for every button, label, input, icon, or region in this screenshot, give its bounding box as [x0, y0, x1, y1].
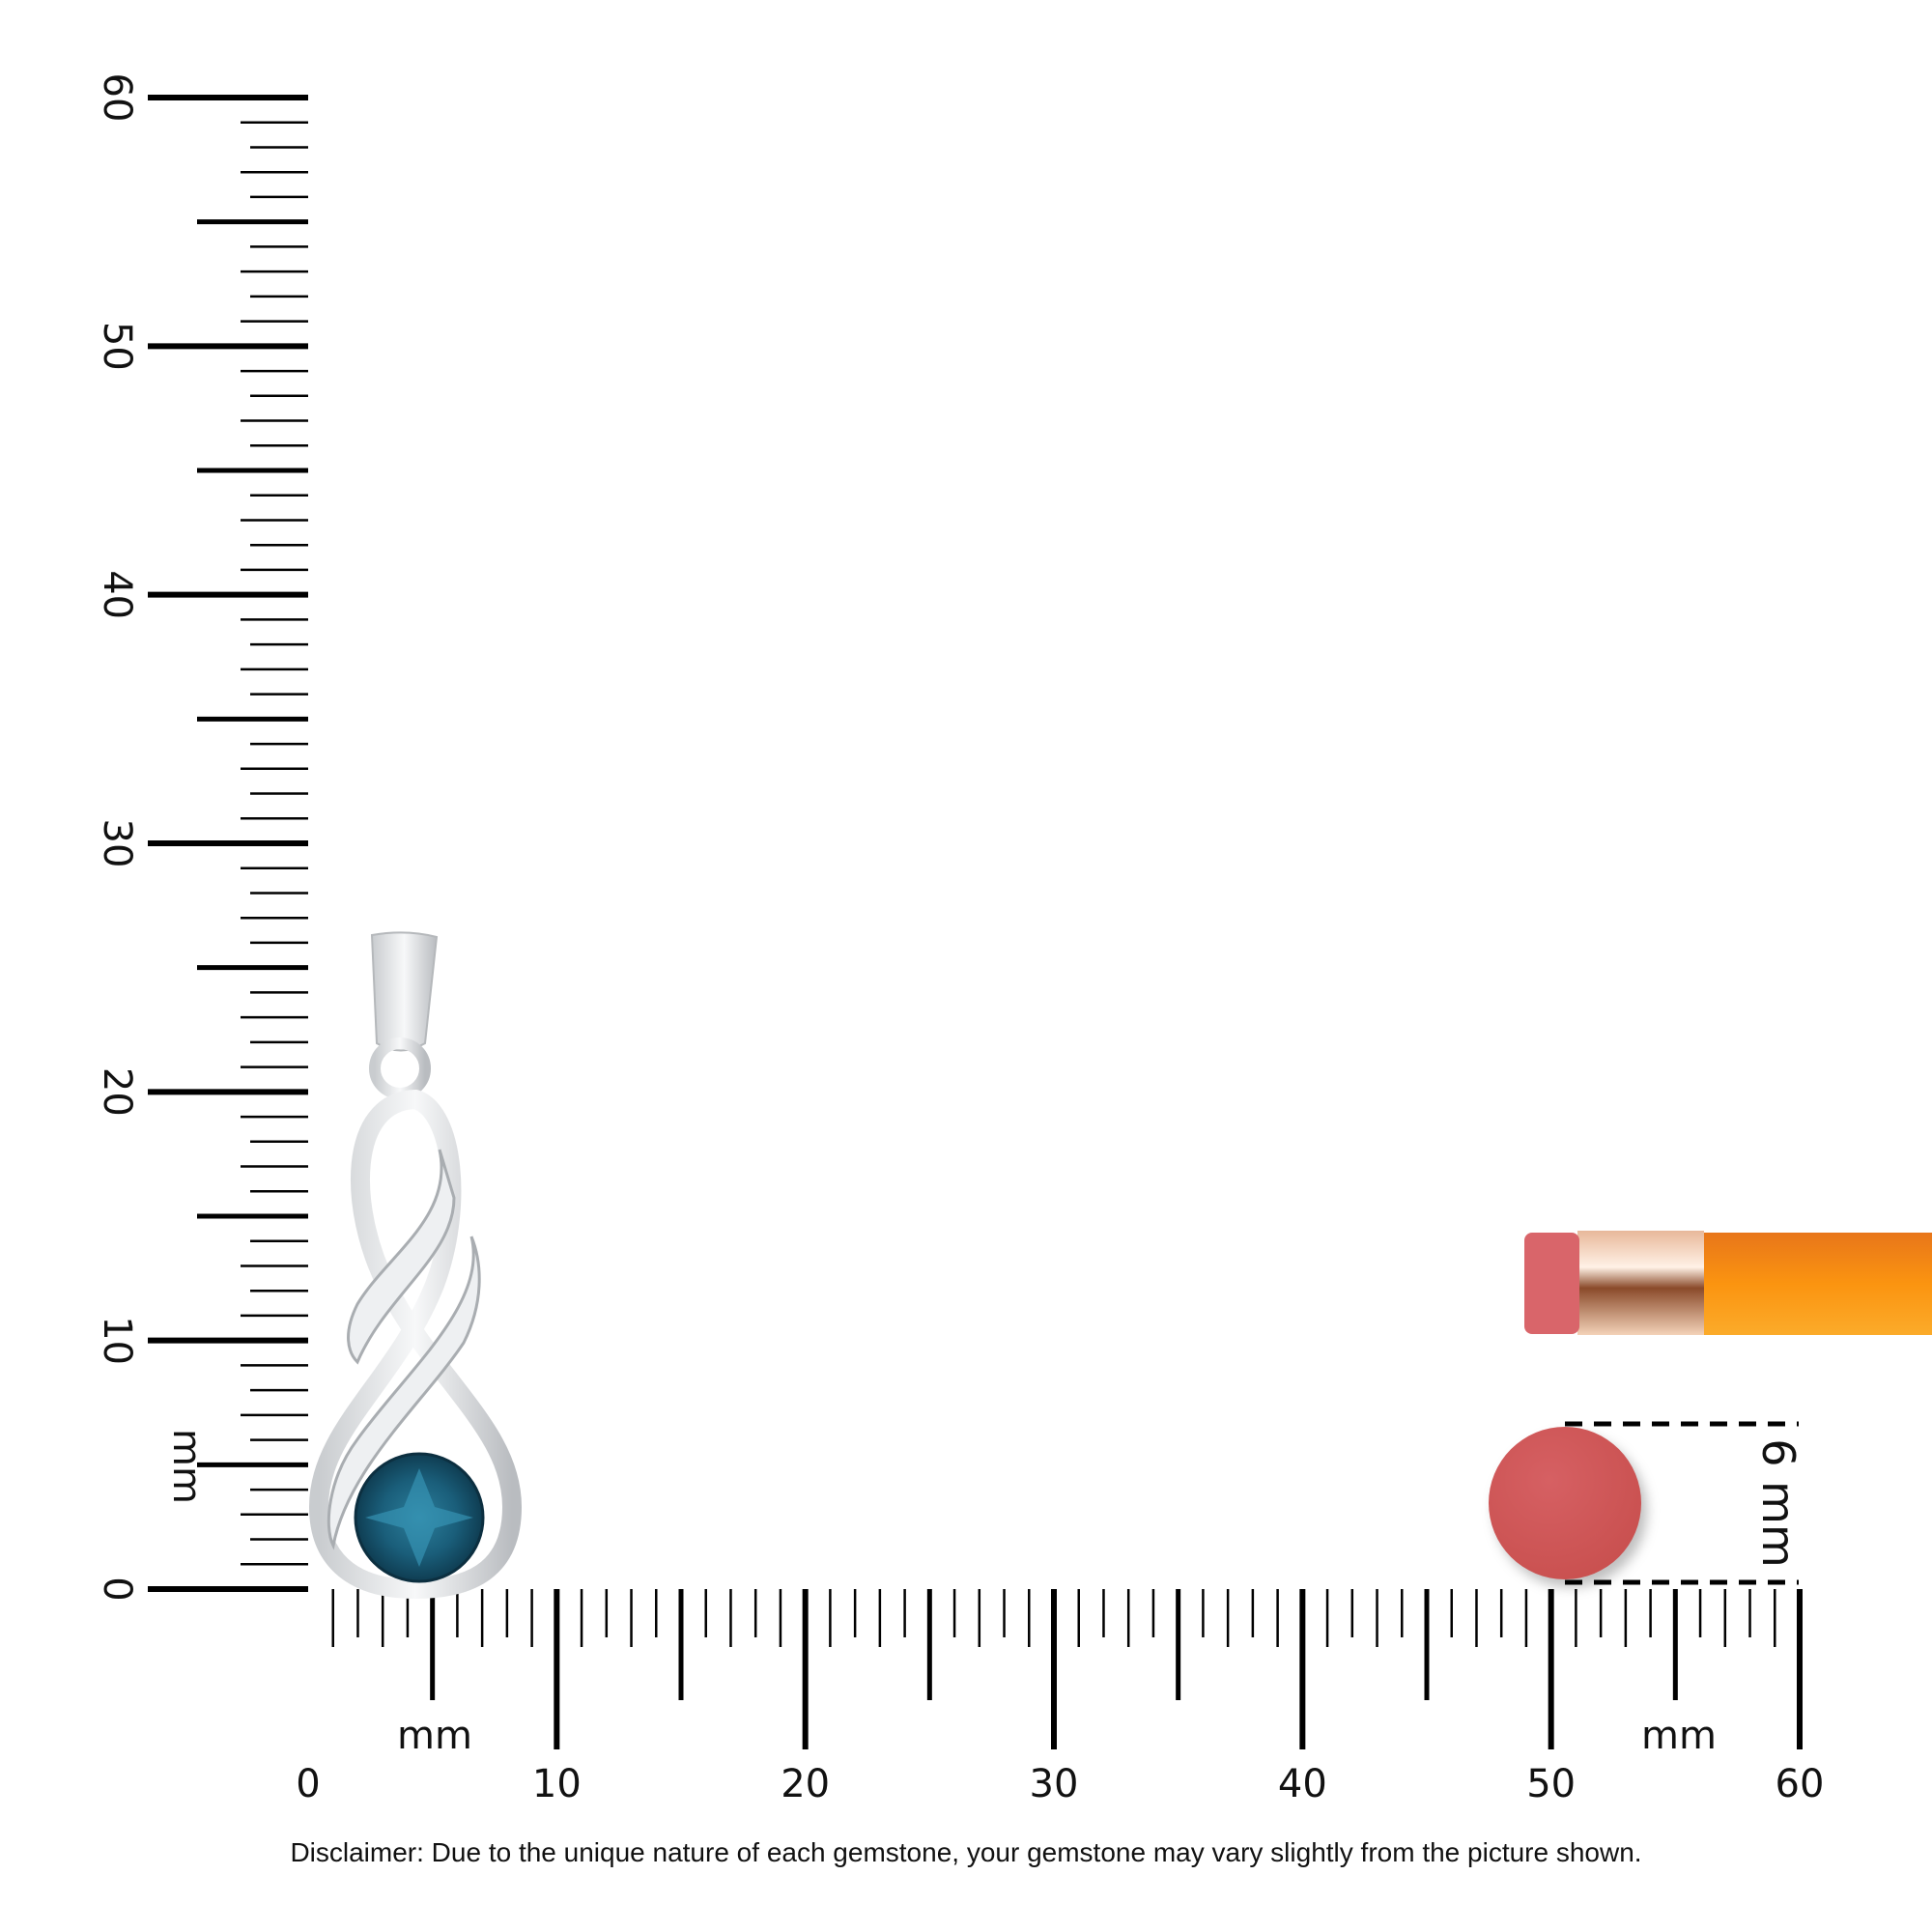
- horizontal-ruler-label: 50: [1526, 1762, 1576, 1806]
- vertical-ruler-label: 40: [95, 570, 139, 619]
- pencil-ferrule: [1577, 1231, 1704, 1335]
- disclaimer-text: Disclaimer: Due to the unique nature of …: [290, 1837, 1642, 1867]
- vertical-ruler-label: 50: [95, 322, 139, 371]
- horizontal-ruler-label: 60: [1776, 1762, 1825, 1806]
- horizontal-ruler-label: 10: [532, 1762, 582, 1806]
- horizontal-ruler-label: 20: [781, 1762, 830, 1806]
- horizontal-ruler-label: 0: [296, 1762, 320, 1806]
- vertical-ruler-label: 60: [95, 73, 139, 123]
- horizontal-ruler-label: 40: [1278, 1762, 1327, 1806]
- vertical-ruler-label: 10: [95, 1316, 139, 1365]
- pendant-pave-band-upper: [347, 1149, 456, 1365]
- pendant-bail: [370, 931, 439, 1052]
- circle-size-label: 6 mm: [1752, 1438, 1804, 1568]
- vertical-ruler-label: 20: [95, 1067, 139, 1117]
- pencil-body: [1704, 1233, 1932, 1335]
- horizontal-ruler-label: 30: [1030, 1762, 1079, 1806]
- vertical-unit-label: mm: [164, 1429, 209, 1504]
- horizontal-unit-label-right: mm: [1641, 1714, 1717, 1758]
- horizontal-unit-label-left: mm: [397, 1714, 472, 1758]
- reference-circle: [1489, 1427, 1641, 1579]
- pencil-reference: [1524, 1231, 1932, 1335]
- vertical-ruler: 0 10 20 30 40 50 60: [95, 73, 308, 1602]
- gem-facets: [365, 1468, 473, 1567]
- vertical-ruler-label: 30: [95, 819, 139, 868]
- vertical-ruler-label: 0: [95, 1577, 139, 1601]
- horizontal-ruler: 0 10 20 30 40 50 60: [296, 1589, 1824, 1806]
- pendant-image: [308, 931, 523, 1600]
- pencil-eraser: [1524, 1233, 1579, 1334]
- pendant-pave-band-lower: [327, 1236, 481, 1550]
